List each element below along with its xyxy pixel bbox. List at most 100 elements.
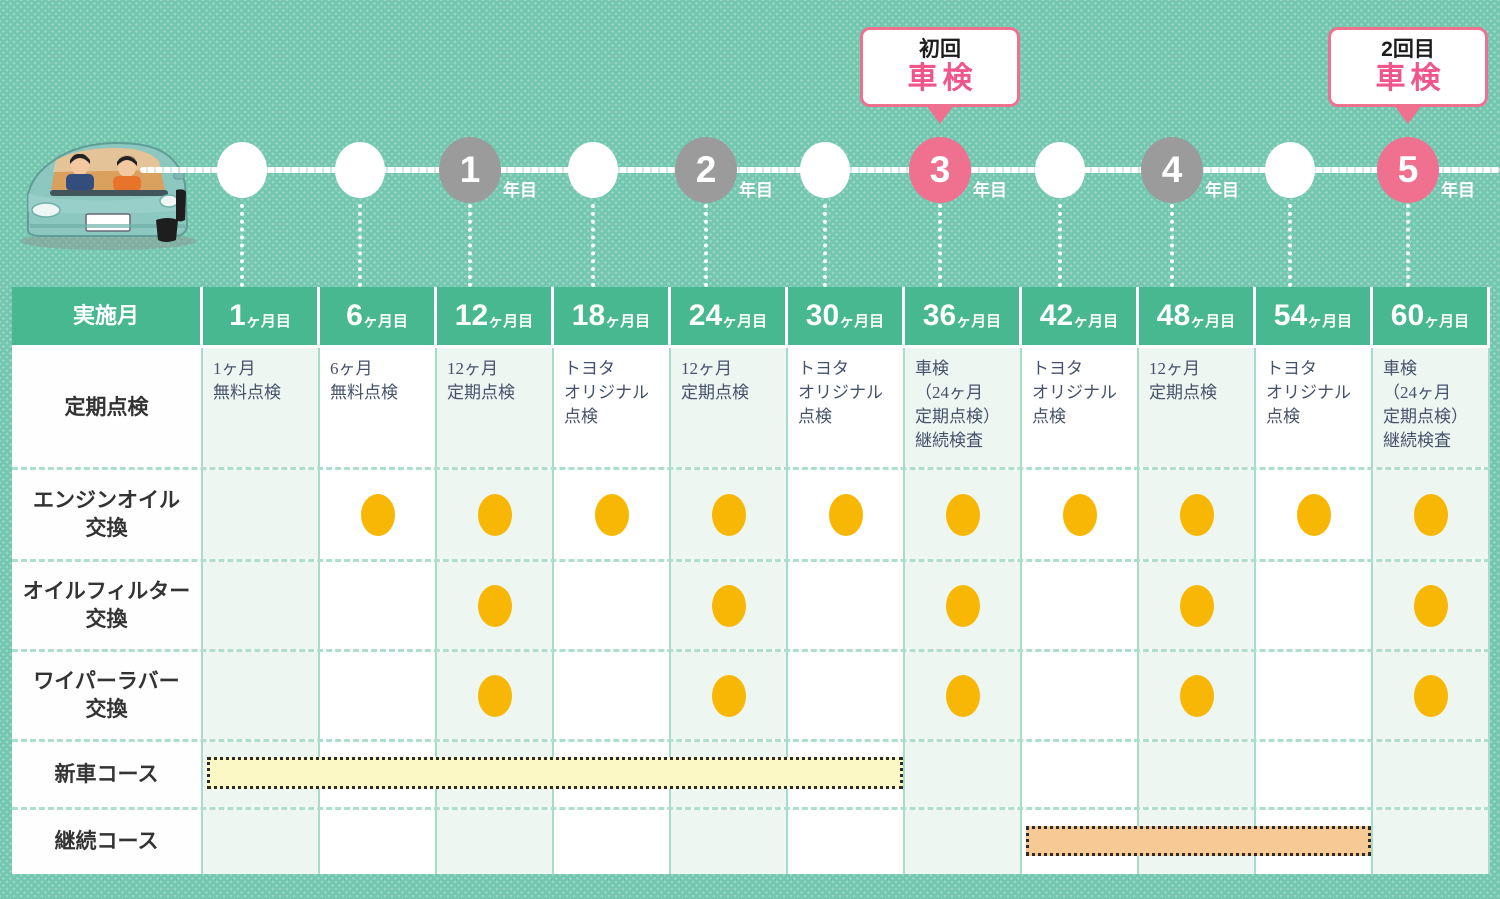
course-row: 継続コース bbox=[12, 807, 1490, 874]
month-suffix: ヶ月目 bbox=[605, 313, 651, 330]
dot-cell bbox=[671, 470, 788, 559]
month-number: 12 bbox=[454, 299, 489, 332]
dot-row: エンジンオイル 交換 bbox=[12, 467, 1490, 559]
dot-row: ワイパーラバー 交換 bbox=[12, 649, 1490, 739]
inspection-row: 定期点検 1ヶ月 無料点検 6ヶ月 無料点検 12ヶ月 定期点検 トヨタ オリジナル 点… bbox=[12, 348, 1490, 467]
header-month-cell: 12 ヶ月目 bbox=[437, 287, 554, 345]
month-suffix: ヶ月目 bbox=[245, 313, 291, 330]
dot-cell bbox=[788, 652, 905, 739]
dot-row: オイルフィルター 交換 bbox=[12, 559, 1490, 649]
timeline-connector-line bbox=[823, 204, 827, 287]
schedule-dot-icon bbox=[477, 493, 512, 536]
header-month-cell: 36 ヶ月目 bbox=[905, 287, 1022, 345]
year-suffix-label: 年目 bbox=[1441, 181, 1475, 200]
course-cell bbox=[1139, 742, 1256, 807]
header-month-cell: 18 ヶ月目 bbox=[554, 287, 671, 345]
course-cell bbox=[437, 810, 554, 874]
dot-cell bbox=[1256, 470, 1373, 559]
month-marker-circle bbox=[568, 142, 618, 198]
schedule-dot-icon bbox=[1413, 493, 1448, 536]
badge-title: 2回目 bbox=[1381, 37, 1435, 61]
dot-cell bbox=[1139, 562, 1256, 649]
schedule-dot-icon bbox=[945, 674, 980, 717]
header-month-cell: 6 ヶ月目 bbox=[320, 287, 437, 345]
timeline-connector-line bbox=[358, 204, 362, 287]
month-marker-circle bbox=[1035, 142, 1085, 198]
badge-subtitle: 車検 bbox=[907, 61, 978, 95]
dot-cell bbox=[905, 470, 1022, 559]
inspection-cell: 12ヶ月 定期点検 bbox=[671, 348, 788, 467]
dot-cell bbox=[320, 470, 437, 559]
year-suffix-label: 年目 bbox=[739, 181, 773, 200]
badge-title: 初回 bbox=[919, 37, 961, 61]
dot-cell bbox=[1373, 470, 1490, 559]
schedule-dot-icon bbox=[1062, 493, 1097, 536]
month-number: 42 bbox=[1039, 299, 1074, 332]
shaken-badge: 初回 車検 bbox=[860, 27, 1020, 107]
month-suffix: ヶ月目 bbox=[488, 313, 534, 330]
year-suffix-label: 年目 bbox=[1205, 181, 1239, 200]
schedule-dot-icon bbox=[477, 584, 512, 627]
timeline-connector-line bbox=[240, 204, 244, 287]
course-cell bbox=[554, 810, 671, 874]
timeline-connector-line bbox=[704, 204, 708, 287]
dot-cell bbox=[554, 562, 671, 649]
dot-cell bbox=[437, 470, 554, 559]
dot-cell bbox=[671, 652, 788, 739]
month-number: 54 bbox=[1273, 299, 1308, 332]
course-cell bbox=[320, 810, 437, 874]
month-number: 48 bbox=[1156, 299, 1191, 332]
month-number: 6 bbox=[346, 299, 363, 332]
schedule-dot-icon bbox=[477, 674, 512, 717]
month-marker-circle bbox=[217, 142, 267, 198]
month-suffix: ヶ月目 bbox=[956, 313, 1002, 330]
schedule-dot-icon bbox=[828, 493, 863, 536]
inspection-cell: トヨタ オリジナル 点検 bbox=[1256, 348, 1373, 467]
dot-row-label: エンジンオイル 交換 bbox=[12, 470, 203, 559]
schedule-dot-icon bbox=[594, 493, 629, 536]
dot-cell bbox=[1022, 470, 1139, 559]
inspection-row-label: 定期点検 bbox=[12, 348, 203, 467]
header-month-cell: 54 ヶ月目 bbox=[1256, 287, 1373, 345]
year-suffix-label: 年目 bbox=[503, 181, 537, 200]
table-header-row: 実施月 1 ヶ月目 6 ヶ月目 12 ヶ月目 18 ヶ月目 24 ヶ月目 30 ヶ月目 36 ヶ月目 42 ヶ月… bbox=[12, 287, 1490, 348]
dot-cell bbox=[1373, 652, 1490, 739]
schedule-dot-icon bbox=[711, 584, 746, 627]
month-number: 18 bbox=[571, 299, 606, 332]
dot-cell bbox=[320, 652, 437, 739]
dot-cell bbox=[1256, 562, 1373, 649]
month-marker-circle bbox=[335, 142, 385, 198]
schedule-dot-icon bbox=[1413, 674, 1448, 717]
schedule-dot-icon bbox=[360, 493, 395, 536]
dot-row-label: オイルフィルター 交換 bbox=[12, 562, 203, 649]
month-suffix: ヶ月目 bbox=[722, 313, 768, 330]
month-number: 30 bbox=[805, 299, 840, 332]
timeline-connector-line bbox=[1058, 204, 1062, 287]
year-1-circle: 1 bbox=[439, 137, 501, 203]
dot-cell bbox=[437, 562, 554, 649]
inspection-cell: 車検 （24ヶ月 定期点検） 継続検査 bbox=[905, 348, 1022, 467]
inspection-cell: 6ヶ月 無料点検 bbox=[320, 348, 437, 467]
inspection-cell: 12ヶ月 定期点検 bbox=[437, 348, 554, 467]
year-2-circle: 2 bbox=[675, 137, 737, 203]
course-cell bbox=[671, 810, 788, 874]
dot-cell bbox=[1256, 652, 1373, 739]
inspection-cell: トヨタ オリジナル 点検 bbox=[788, 348, 905, 467]
dot-cell bbox=[554, 652, 671, 739]
timeline-connector-line bbox=[1288, 204, 1292, 287]
dot-cell bbox=[320, 562, 437, 649]
month-suffix: ヶ月目 bbox=[839, 313, 885, 330]
schedule-dot-icon bbox=[1179, 674, 1214, 717]
shaken-badge: 2回目 車検 bbox=[1328, 27, 1488, 107]
schedule-dot-icon bbox=[711, 493, 746, 536]
dot-cell bbox=[1139, 470, 1256, 559]
month-number: 36 bbox=[922, 299, 957, 332]
course-bar bbox=[1026, 825, 1371, 856]
month-number: 60 bbox=[1390, 299, 1425, 332]
dot-cell bbox=[437, 652, 554, 739]
schedule-dot-icon bbox=[1413, 584, 1448, 627]
course-cell bbox=[1373, 742, 1490, 807]
course-cell bbox=[1256, 742, 1373, 807]
year-3-circle: 3 bbox=[909, 137, 971, 203]
inspection-cell: トヨタ オリジナル 点検 bbox=[554, 348, 671, 467]
